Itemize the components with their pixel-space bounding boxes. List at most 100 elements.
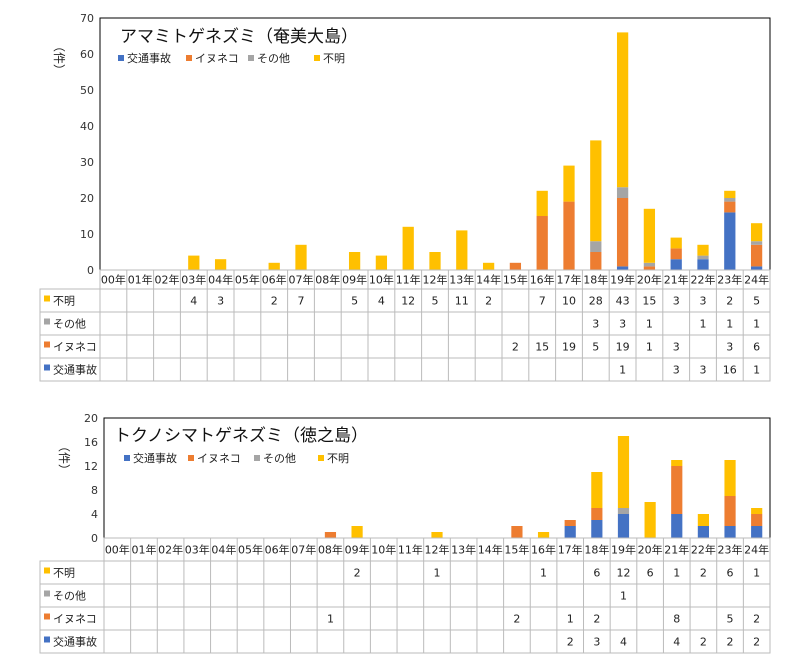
table-row-label: イヌネコ xyxy=(53,341,97,354)
bar-segment xyxy=(616,187,629,198)
table-cell-value: 2 xyxy=(700,636,707,649)
y-tick-label: 16 xyxy=(84,436,98,449)
x-tick-label: 18年 xyxy=(584,543,609,557)
x-tick-label: 12年 xyxy=(423,273,448,287)
table-cell-value: 2 xyxy=(726,295,733,308)
table-row-label: その他 xyxy=(53,590,86,603)
table-cell-value: 1 xyxy=(726,318,733,331)
table-row xyxy=(39,606,771,631)
bar-segment xyxy=(724,496,736,526)
y-tick-label: 60 xyxy=(80,48,94,61)
bar-segment xyxy=(643,208,656,263)
y-tick-label: 12 xyxy=(84,460,98,473)
bar-segment xyxy=(697,259,709,270)
bar-segment xyxy=(697,255,709,260)
table-cell-value: 2 xyxy=(700,567,707,580)
x-tick-label: 11年 xyxy=(396,273,421,287)
table-cell-value: 19 xyxy=(616,341,630,354)
table-cell-value: 3 xyxy=(592,318,599,331)
bar-segment xyxy=(564,520,576,526)
bar-segment xyxy=(351,526,363,538)
x-tick-label: 20年 xyxy=(637,273,662,287)
x-tick-label: 14年 xyxy=(478,543,503,557)
x-tick-label: 08年 xyxy=(318,543,343,557)
bar-segment xyxy=(591,520,603,538)
y-tick-label: 40 xyxy=(80,120,94,133)
x-tick-label: 01年 xyxy=(128,273,153,287)
table-cell-value: 12 xyxy=(616,567,630,580)
table-cell-value: 3 xyxy=(217,295,224,308)
x-tick-label: 12年 xyxy=(425,543,450,557)
bar-segment xyxy=(643,266,656,270)
table-cell-value: 3 xyxy=(726,341,733,354)
bar-segment xyxy=(644,502,656,538)
x-tick-label: 19年 xyxy=(611,543,636,557)
x-tick-label: 02年 xyxy=(158,543,183,557)
table-cell-value: 12 xyxy=(401,295,415,308)
x-tick-label: 02年 xyxy=(155,273,180,287)
table-row-label: その他 xyxy=(53,318,86,331)
table-cell-value: 43 xyxy=(616,295,630,308)
bar-segment xyxy=(616,266,629,270)
table-cell-value: 1 xyxy=(646,341,653,354)
bar-segment xyxy=(348,252,361,270)
legend-swatch xyxy=(188,455,194,461)
bar-segment xyxy=(697,514,709,526)
x-tick-label: 00年 xyxy=(105,543,130,557)
x-tick-label: 05年 xyxy=(238,543,263,557)
bar-segment xyxy=(511,526,523,538)
table-cell-value: 15 xyxy=(535,341,549,354)
bar-segment xyxy=(670,248,682,260)
bar-segment xyxy=(751,514,763,526)
table-row-swatch xyxy=(44,318,50,325)
x-tick-label: 04年 xyxy=(211,543,236,557)
table-row xyxy=(39,357,771,382)
table-row-label: 不明 xyxy=(53,567,75,580)
table-row xyxy=(39,629,771,654)
table-row xyxy=(39,560,771,585)
bar-segment xyxy=(751,526,763,538)
bar-segment xyxy=(564,526,576,538)
bar-segment xyxy=(617,508,630,514)
bar-segment xyxy=(724,526,736,538)
table-row xyxy=(39,583,771,608)
bar-segment xyxy=(324,532,337,538)
table-cell-value: 19 xyxy=(562,341,576,354)
table-cell-value: 1 xyxy=(673,567,680,580)
bar-segment xyxy=(536,190,548,216)
bar-segment xyxy=(670,259,682,270)
bar-segment xyxy=(724,198,736,202)
x-tick-label: 13年 xyxy=(449,273,474,287)
legend-swatch xyxy=(314,55,320,61)
y-tick-label: 50 xyxy=(80,84,94,97)
bar-segment xyxy=(617,436,630,508)
table-row-swatch xyxy=(44,341,50,348)
bar-segment xyxy=(724,190,736,198)
table-cell-value: 8 xyxy=(673,613,680,626)
bar-segment xyxy=(671,460,683,466)
table-row-swatch xyxy=(44,567,50,574)
table-cell-value: 2 xyxy=(593,613,600,626)
legend-label: イヌネコ xyxy=(197,452,241,465)
table-row-swatch xyxy=(44,590,50,597)
table-cell-value: 1 xyxy=(753,318,760,331)
bar-segment xyxy=(671,514,683,538)
table-cell-value: 1 xyxy=(434,567,441,580)
table-cell-value: 15 xyxy=(642,295,656,308)
bar-segment xyxy=(456,230,468,270)
legend-swatch xyxy=(118,55,124,61)
bar-segment xyxy=(537,532,550,538)
x-tick-label: 22年 xyxy=(691,273,716,287)
table-cell-value: 1 xyxy=(567,613,574,626)
table-cell-value: 6 xyxy=(727,567,734,580)
table-cell-value: 1 xyxy=(327,613,334,626)
bar-segment xyxy=(750,223,763,242)
bar-segment xyxy=(750,266,763,270)
table-cell-value: 6 xyxy=(593,567,600,580)
x-tick-label: 22年 xyxy=(691,543,716,557)
legend-swatch xyxy=(186,55,192,61)
bar-segment xyxy=(509,262,522,270)
legend-label: 交通事故 xyxy=(133,451,177,465)
bar-segment xyxy=(402,226,414,270)
